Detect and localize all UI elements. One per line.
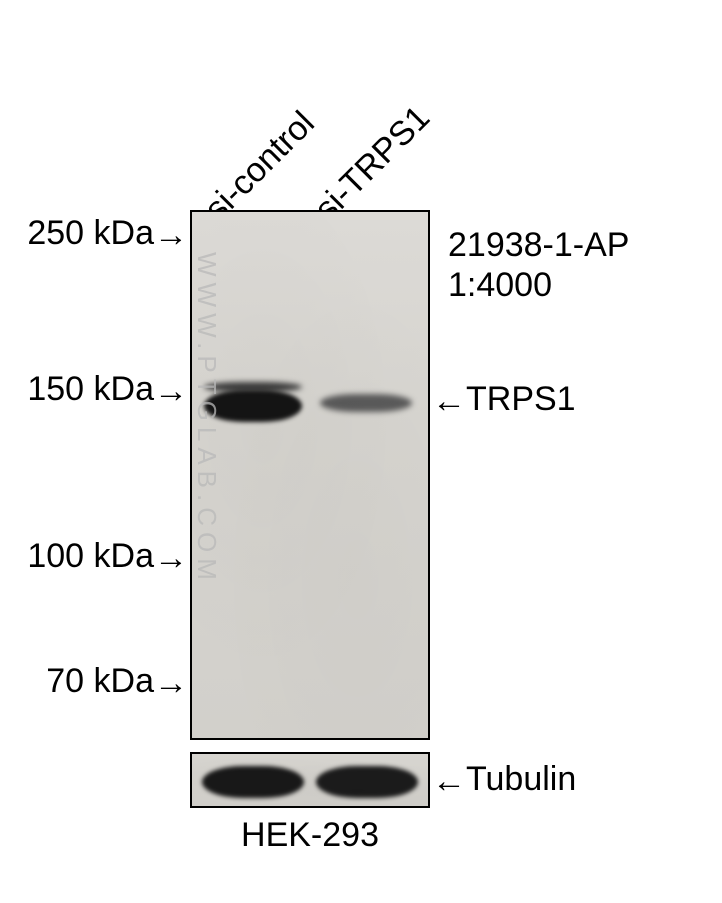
cell-line-label: HEK-293 xyxy=(190,816,430,855)
mw-marker-70: 70 kDa→ xyxy=(24,662,188,703)
cell-line-text: HEK-293 xyxy=(241,816,379,854)
figure-root: si-control si-TRPS1 250 kDa→ 150 kDa→ 10… xyxy=(0,0,722,903)
mw-marker-150: 150 kDa→ xyxy=(8,370,188,411)
band-trps1-knockdown xyxy=(320,394,412,412)
loading-band-pointer: ←Tubulin xyxy=(432,760,576,801)
mw-label-text: 100 kDa xyxy=(27,537,154,575)
mw-label-text: 250 kDa xyxy=(27,214,154,252)
lane-label-text: si-TRPS1 xyxy=(307,99,437,229)
mw-label-text: 150 kDa xyxy=(27,370,154,408)
antibody-dilution-text: 1:4000 xyxy=(448,266,552,304)
watermark-text: WWW.PTGLAB.COM xyxy=(191,252,222,586)
antibody-catalog-text: 21938-1-AP xyxy=(448,226,629,264)
antibody-dilution: 1:4000 xyxy=(448,266,552,305)
target-band-pointer: ←TRPS1 xyxy=(432,380,576,421)
loading-label-text: Tubulin xyxy=(466,760,576,798)
arrow-left-icon: ← xyxy=(432,382,466,421)
arrow-right-icon: → xyxy=(154,372,188,411)
arrow-right-icon: → xyxy=(154,664,188,703)
watermark-label: WWW.PTGLAB.COM xyxy=(192,252,222,586)
blot-membrane-main: WWW.PTGLAB.COM xyxy=(190,210,430,740)
mw-marker-100: 100 kDa→ xyxy=(8,537,188,578)
band-tubulin-knockdown xyxy=(316,766,418,798)
antibody-catalog: 21938-1-AP xyxy=(448,226,629,265)
band-tubulin-control xyxy=(202,766,304,798)
mw-label-text: 70 kDa xyxy=(46,662,154,700)
mw-marker-250: 250 kDa→ xyxy=(8,214,188,255)
membrane-shading xyxy=(192,212,428,738)
target-label-text: TRPS1 xyxy=(466,380,576,418)
blot-membrane-loading xyxy=(190,752,430,808)
arrow-left-icon: ← xyxy=(432,762,466,801)
arrow-right-icon: → xyxy=(154,539,188,578)
arrow-right-icon: → xyxy=(154,216,188,255)
